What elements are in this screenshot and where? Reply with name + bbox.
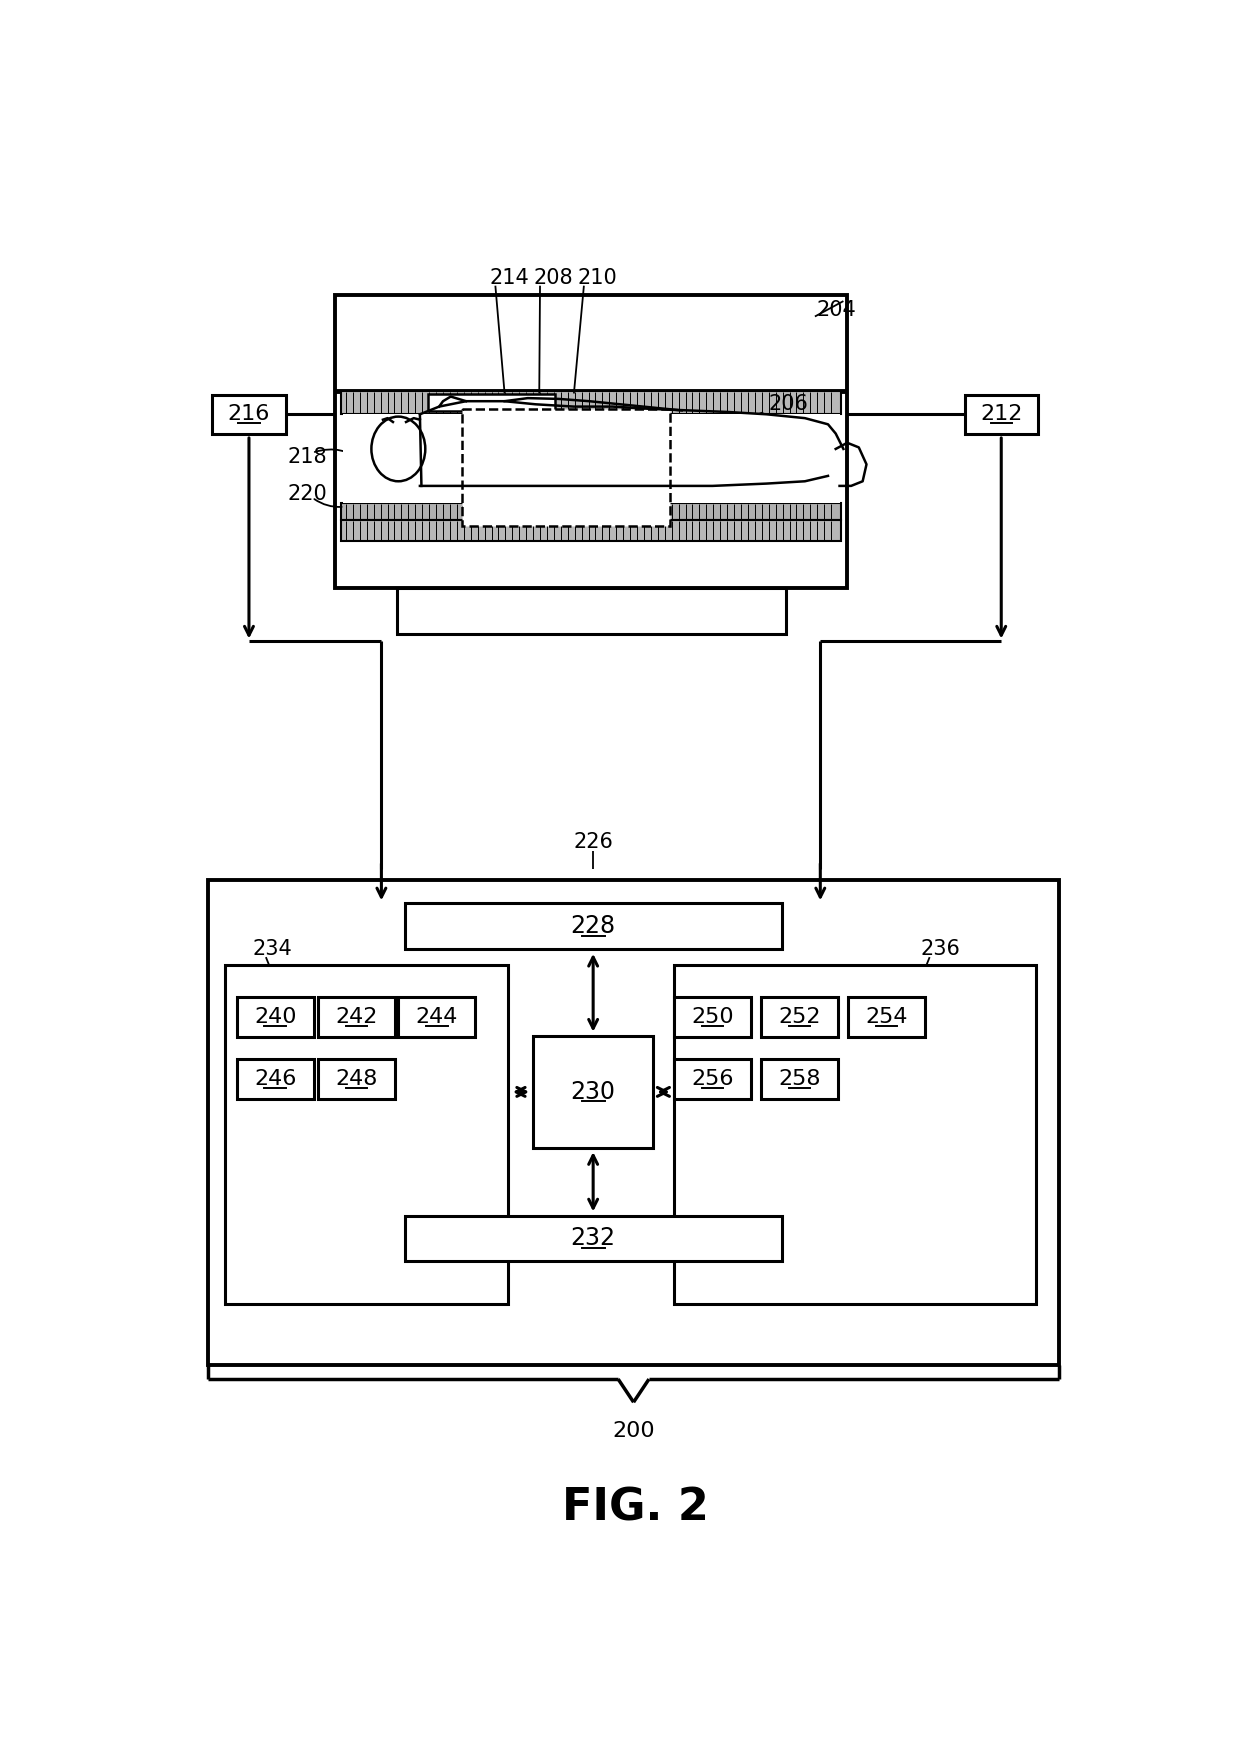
Bar	[404, 1216, 781, 1260]
Text: 252: 252	[779, 1007, 821, 1027]
Bar	[533, 1035, 652, 1148]
Text: 212: 212	[980, 405, 1023, 424]
Text: 216: 216	[228, 405, 270, 424]
Bar	[212, 394, 285, 433]
Bar	[675, 997, 751, 1037]
Bar	[404, 904, 781, 950]
Bar	[397, 587, 786, 634]
Bar	[237, 997, 314, 1037]
Bar	[675, 1058, 751, 1099]
Text: 242: 242	[336, 1007, 378, 1027]
Ellipse shape	[372, 417, 425, 482]
Text: 230: 230	[570, 1079, 615, 1104]
Text: 256: 256	[691, 1069, 734, 1088]
Text: 240: 240	[254, 1007, 296, 1027]
Bar	[341, 503, 841, 520]
Bar	[335, 294, 847, 587]
Text: 220: 220	[288, 484, 327, 503]
Bar	[226, 965, 508, 1303]
Text: 214: 214	[490, 268, 529, 287]
Text: 208: 208	[534, 268, 573, 287]
Bar	[319, 1058, 396, 1099]
Text: 236: 236	[920, 939, 960, 960]
Bar	[761, 997, 838, 1037]
Text: FIG. 2: FIG. 2	[562, 1486, 709, 1529]
Bar	[319, 997, 396, 1037]
Text: 258: 258	[779, 1069, 821, 1088]
Text: 206: 206	[769, 394, 808, 413]
Bar	[208, 880, 1059, 1365]
Bar	[761, 1058, 838, 1099]
Text: 246: 246	[254, 1069, 296, 1088]
Bar	[965, 394, 1038, 433]
Bar	[341, 520, 841, 541]
Bar	[848, 997, 925, 1037]
Text: 228: 228	[570, 915, 616, 939]
Text: 226: 226	[573, 832, 613, 851]
Bar	[341, 391, 841, 413]
Text: 248: 248	[336, 1069, 378, 1088]
Bar	[237, 1058, 314, 1099]
Text: 218: 218	[288, 447, 327, 466]
Text: 210: 210	[578, 268, 618, 287]
Text: 234: 234	[252, 939, 291, 960]
Bar	[428, 394, 554, 412]
Bar	[343, 413, 839, 503]
Text: 200: 200	[613, 1421, 655, 1440]
Bar	[398, 997, 475, 1037]
Text: 244: 244	[415, 1007, 458, 1027]
Text: 204: 204	[816, 300, 856, 321]
Bar	[675, 965, 1035, 1303]
Text: 250: 250	[691, 1007, 734, 1027]
Text: 254: 254	[866, 1007, 908, 1027]
Text: 232: 232	[570, 1226, 615, 1251]
Bar	[463, 408, 670, 526]
